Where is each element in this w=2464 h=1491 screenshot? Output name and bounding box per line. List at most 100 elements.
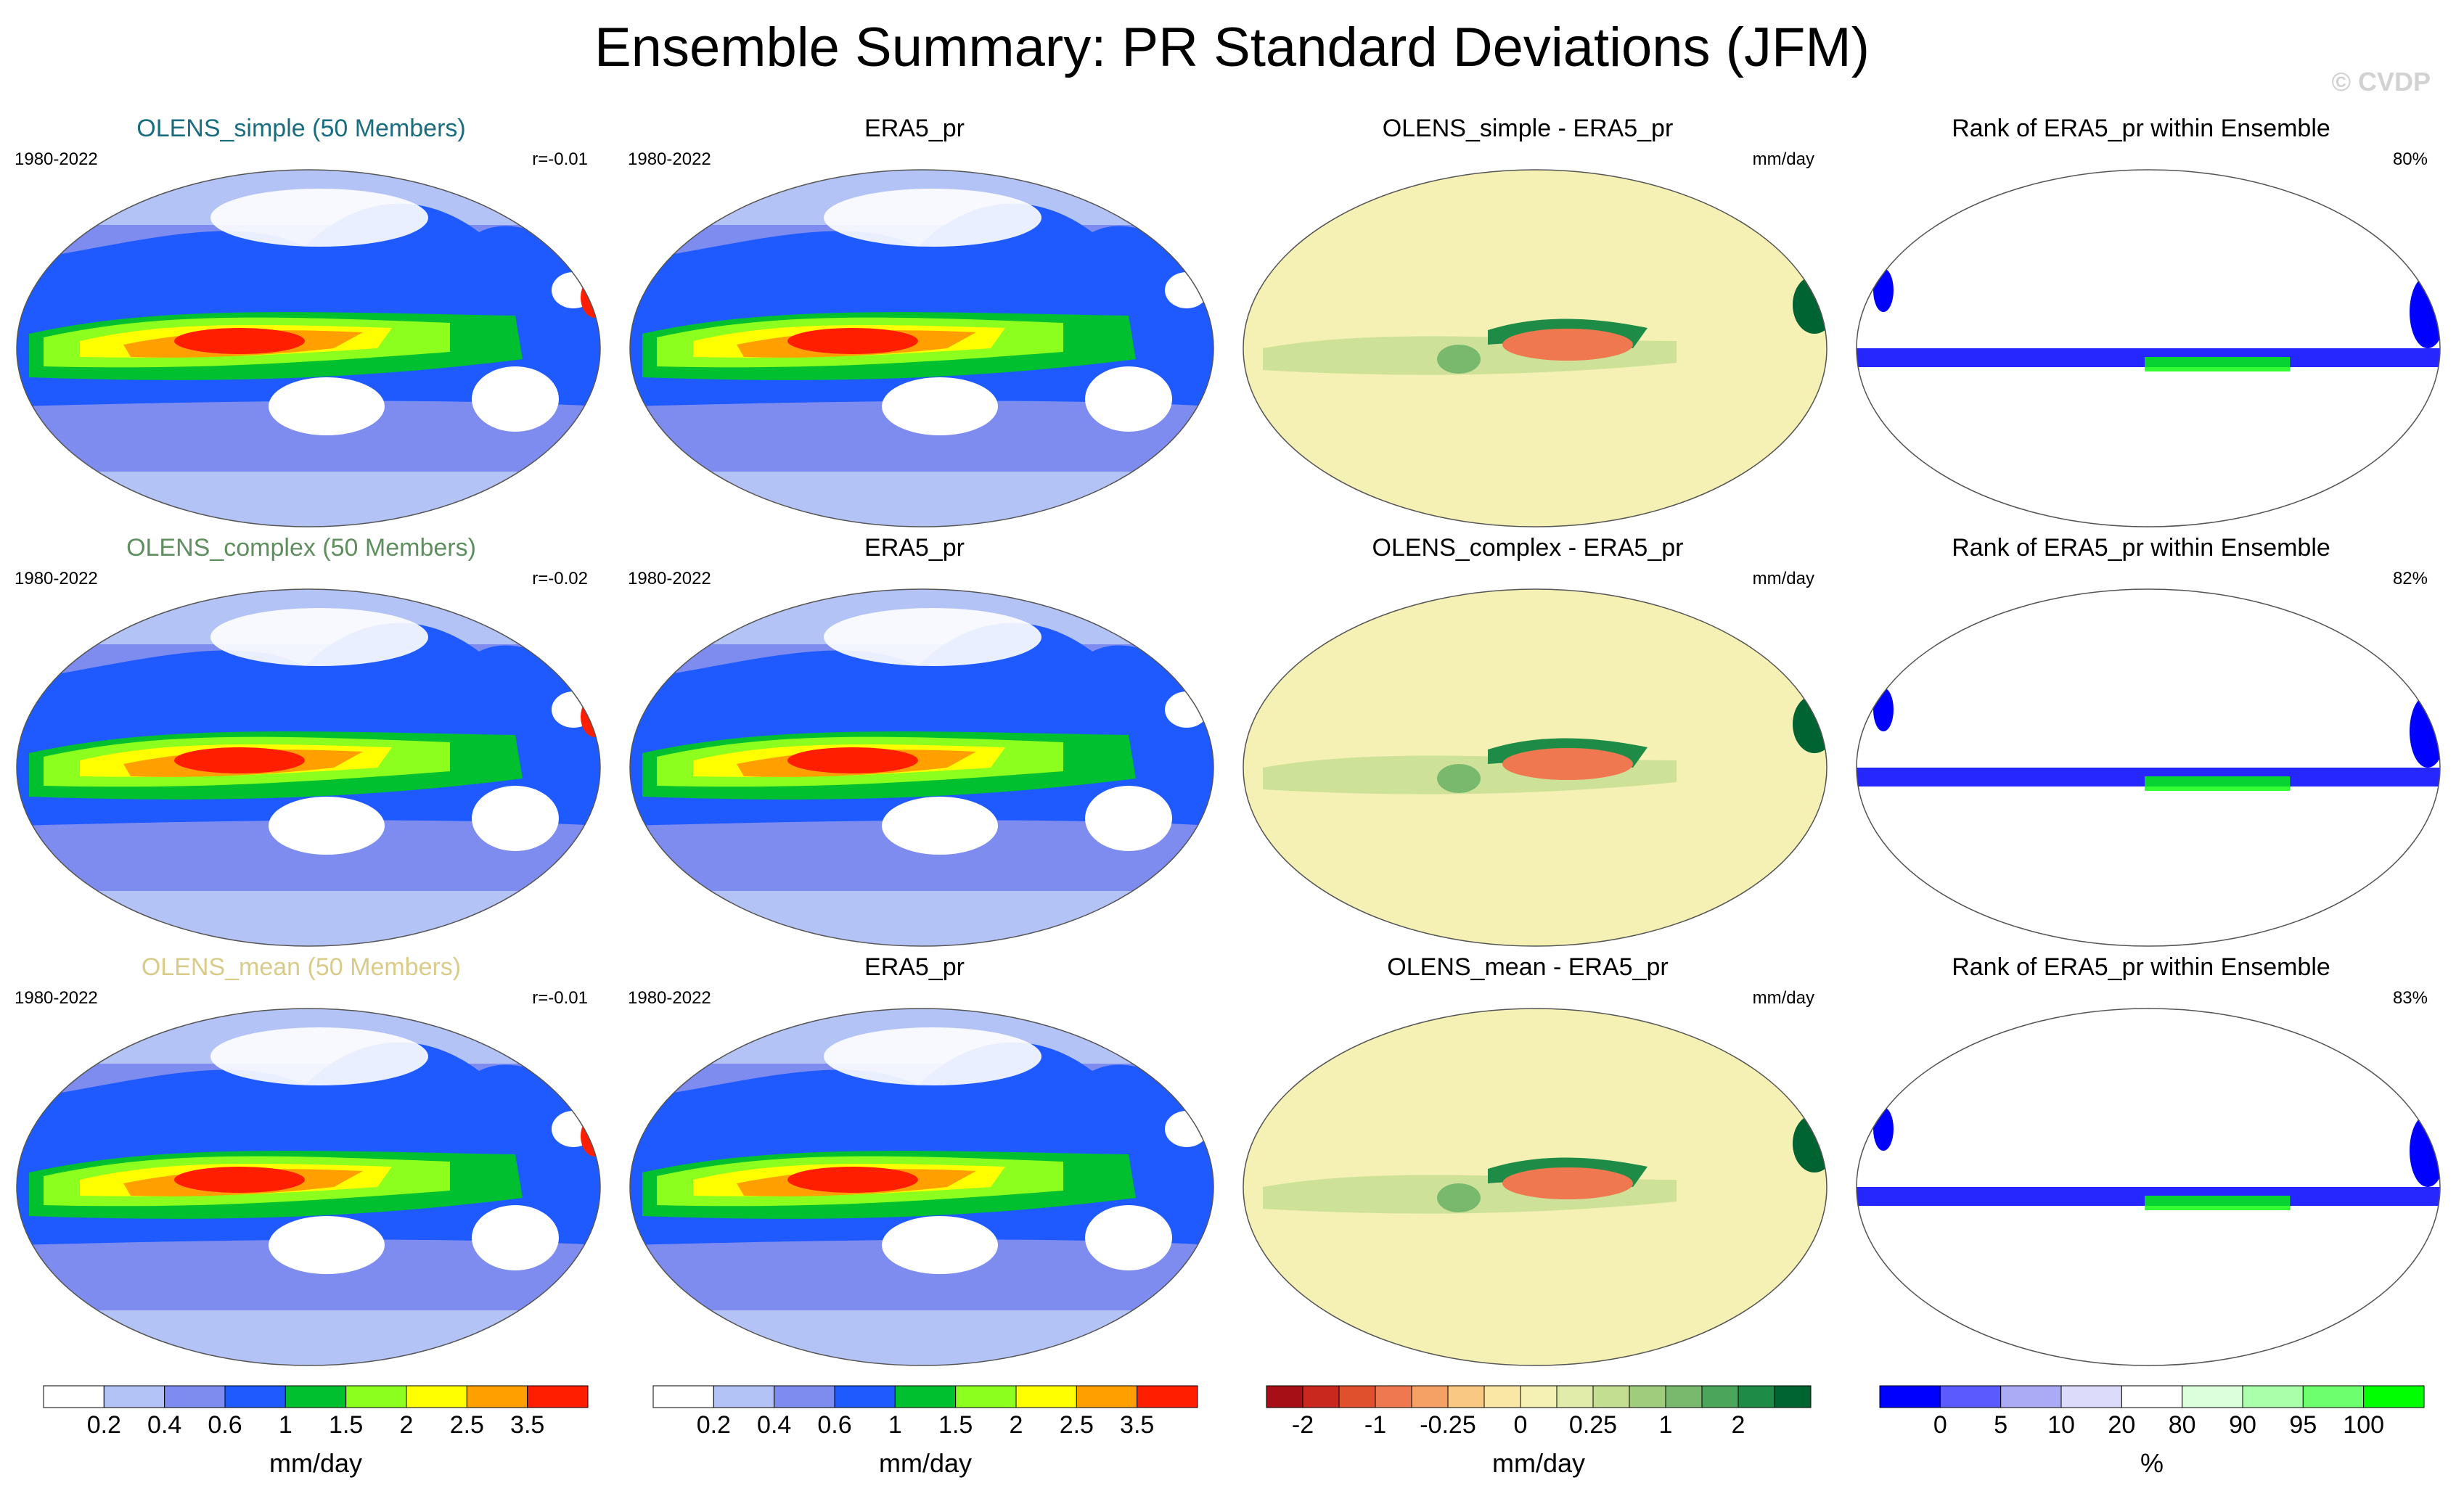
- map-model: [15, 586, 602, 949]
- colorbar-tick-label: 80: [2169, 1411, 2196, 1439]
- map-graphic: [16, 1008, 601, 1366]
- colorbar-swatch: [1375, 1385, 1412, 1408]
- colorbar-swatch: [1447, 1385, 1485, 1408]
- colorbar-units: %: [2140, 1448, 2164, 1478]
- colorbar-graphic: 0 5 10 20 80 90 95 100: [1879, 1385, 2425, 1439]
- period-label: 1980-2022: [15, 569, 98, 588]
- colorbar-swatch: [1774, 1385, 1812, 1408]
- panel-title: OLENS_complex (50 Members): [126, 534, 476, 562]
- map-diff: [1241, 1006, 1829, 1368]
- colorbar-swatch: [224, 1385, 286, 1408]
- colorbar-tick-label: 2.5: [450, 1411, 484, 1439]
- colorbar-tick-label: -1: [1364, 1411, 1386, 1439]
- colorbar-3: -2 -1 -0.25 0 0.25 1 2 mm/day: [1266, 1385, 1812, 1478]
- colorbar-swatch: [2060, 1385, 2122, 1408]
- panel-title: OLENS_simple - ERA5_pr: [1382, 115, 1674, 142]
- panel-diff-row-3: OLENS_mean - ERA5_pr mm/day: [1227, 953, 1829, 1367]
- period-label: 1980-2022: [15, 149, 98, 169]
- colorbar-swatch: [774, 1385, 835, 1408]
- colorbar-1: 0.2 0.4 0.6 1 1.5 2 2.5 3.5 mm/day: [43, 1385, 589, 1478]
- period-label: 1980-2022: [628, 149, 711, 169]
- colorbar-swatch: [955, 1385, 1017, 1408]
- colorbar-swatch: [894, 1385, 957, 1408]
- units-label: mm/day: [1752, 988, 1814, 1008]
- colorbar-swatch: [406, 1385, 467, 1408]
- colorbar-tick-label: 100: [2343, 1411, 2384, 1439]
- colorbar-tick-label: 0.6: [208, 1411, 242, 1439]
- colorbar-tick-label: 2.5: [1060, 1411, 1094, 1439]
- map-graphic: [16, 588, 601, 947]
- colorbar-swatch: [527, 1385, 589, 1408]
- colorbar-swatch: [1556, 1385, 1594, 1408]
- colorbar-swatch: [2121, 1385, 2183, 1408]
- panel-obs-row-3: ERA5_pr 1980-2022: [613, 953, 1216, 1367]
- map-graphic: [16, 169, 601, 527]
- period-label: 1980-2022: [628, 569, 711, 588]
- colorbar-swatch: [1701, 1385, 1739, 1408]
- stat-label: 83%: [2392, 988, 2428, 1008]
- colorbar-swatch: [2302, 1385, 2365, 1408]
- colorbar-tick-label: 0.4: [147, 1411, 181, 1439]
- map-rank: [1854, 586, 2442, 949]
- colorbar-swatch: [345, 1385, 407, 1408]
- colorbar-swatch: [1629, 1385, 1666, 1408]
- panel-title: ERA5_pr: [864, 534, 965, 562]
- panel-rank-row-3: Rank of ERA5_pr within Ensemble 83%: [1840, 953, 2442, 1367]
- panel-diff-row-2: OLENS_complex - ERA5_pr mm/day: [1227, 534, 1829, 948]
- colorbar-tick-label: 1.5: [938, 1411, 973, 1439]
- colorbar-tick-label: 3.5: [1120, 1411, 1154, 1439]
- map-rank: [1854, 1006, 2442, 1368]
- colorbar-tick-label: 10: [2047, 1411, 2075, 1439]
- map-obs: [628, 167, 1216, 530]
- map-obs: [628, 1006, 1216, 1368]
- colorbar-swatch: [1879, 1385, 1941, 1408]
- map-diff: [1241, 586, 1829, 949]
- map-graphic: [1856, 588, 2441, 947]
- colorbar-4: 0 5 10 20 80 90 95 100%: [1879, 1385, 2425, 1478]
- map-model: [15, 167, 602, 530]
- map-rank: [1854, 167, 2442, 530]
- panel-obs-row-2: ERA5_pr 1980-2022: [613, 534, 1216, 948]
- colorbar-swatch: [1483, 1385, 1521, 1408]
- map-graphic: [629, 169, 1214, 527]
- colorbar-swatch: [1520, 1385, 1558, 1408]
- colorbar-swatch: [1266, 1385, 1303, 1408]
- panel-title: ERA5_pr: [864, 953, 965, 981]
- stat-label: r=-0.01: [532, 149, 588, 169]
- panel-title: ERA5_pr: [864, 115, 965, 142]
- panel-title: Rank of ERA5_pr within Ensemble: [1952, 115, 2330, 142]
- colorbar-tick-label: 0.4: [757, 1411, 791, 1439]
- colorbar-tick-label: 0: [1514, 1411, 1528, 1439]
- colorbar-tick-label: 20: [2108, 1411, 2135, 1439]
- colorbar-swatch: [1338, 1385, 1376, 1408]
- panel-rank-row-1: Rank of ERA5_pr within Ensemble 80%: [1840, 115, 2442, 528]
- colorbar-swatch: [2000, 1385, 2062, 1408]
- colorbar-graphic: 0.2 0.4 0.6 1 1.5 2 2.5 3.5: [652, 1385, 1198, 1439]
- colorbar-tick-label: 0.2: [697, 1411, 731, 1439]
- panel-rank-row-2: Rank of ERA5_pr within Ensemble 82%: [1840, 534, 2442, 948]
- colorbar-units: mm/day: [1491, 1448, 1586, 1478]
- colorbar-graphic: 0.2 0.4 0.6 1 1.5 2 2.5 3.5: [43, 1385, 589, 1439]
- colorbar-swatch: [834, 1385, 896, 1408]
- period-label: 1980-2022: [628, 988, 711, 1008]
- colorbar-tick-label: -0.25: [1420, 1411, 1476, 1439]
- colorbar-units: mm/day: [878, 1448, 973, 1478]
- colorbar-swatch: [164, 1385, 226, 1408]
- colorbar-tick-label: 5: [1994, 1411, 2007, 1439]
- colorbar-tick-label: -2: [1292, 1411, 1314, 1439]
- stat-label: r=-0.01: [532, 988, 588, 1008]
- units-label: mm/day: [1752, 149, 1814, 169]
- panel-obs-row-1: ERA5_pr 1980-2022: [613, 115, 1216, 528]
- colorbar-graphic: -2 -1 -0.25 0 0.25 1 2: [1266, 1385, 1812, 1439]
- panel-title: Rank of ERA5_pr within Ensemble: [1952, 953, 2330, 981]
- cvdp-watermark: © CVDP: [2331, 67, 2431, 96]
- panel-model-row-1: OLENS_simple (50 Members) 1980-2022 r=-0.0…: [0, 115, 602, 528]
- panel-title: OLENS_complex - ERA5_pr: [1372, 534, 1684, 562]
- colorbar-2: 0.2 0.4 0.6 1 1.5 2 2.5 3.5 mm/day: [652, 1385, 1198, 1478]
- colorbar-tick-label: 1: [888, 1411, 902, 1439]
- colorbar-swatch: [652, 1385, 714, 1408]
- colorbar-swatch: [713, 1385, 775, 1408]
- colorbar-swatch: [2182, 1385, 2243, 1408]
- colorbar-tick-label: 90: [2229, 1411, 2256, 1439]
- colorbar-swatch: [1302, 1385, 1340, 1408]
